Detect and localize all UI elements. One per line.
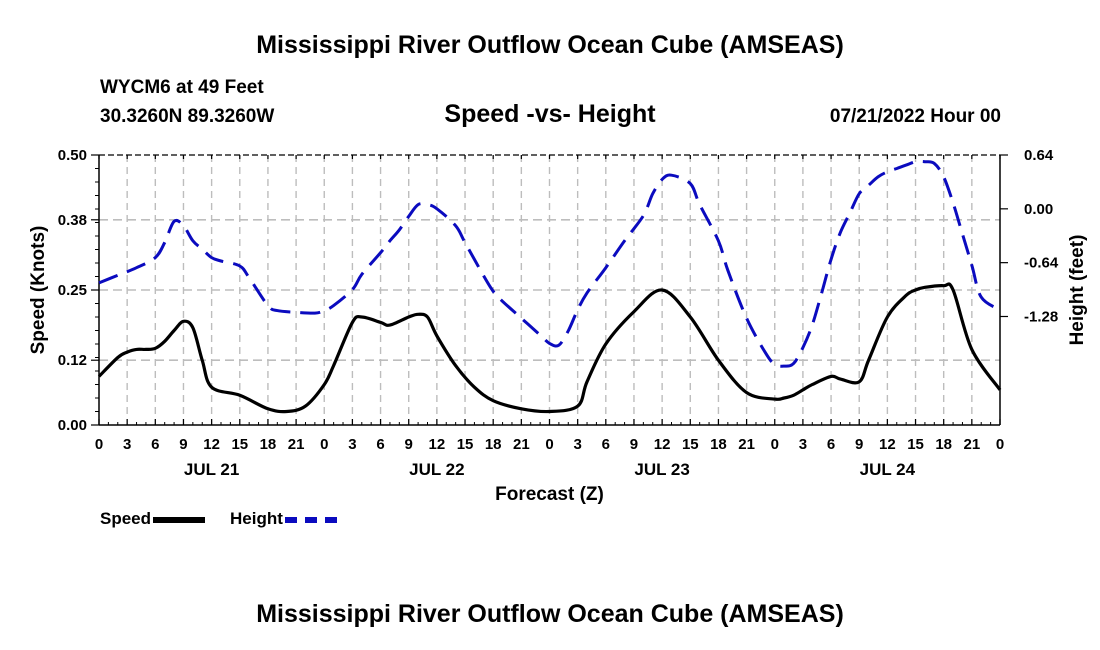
x-tick-label: 18 [485,436,502,453]
x-tick-label: 0 [771,436,779,453]
footer-title: Mississippi River Outflow Ocean Cube (AM… [256,600,844,628]
x-tick-label: 9 [179,436,187,453]
x-tick-label: 15 [231,436,248,453]
x-tick-label: 0 [545,436,553,453]
speed-series-line [97,282,1002,414]
legend-height: Height [230,509,337,529]
y-right-tick-label: -1.28 [1024,308,1058,325]
x-tick-label: 6 [827,436,835,453]
y-left-tick-label: 0.12 [58,352,87,369]
y-axis-title-right: Height (feet) [1067,235,1088,346]
x-tick-label: 3 [123,436,131,453]
height-series-line [98,159,1001,368]
forecast-datetime: 07/21/2022 Hour 00 [829,106,1001,127]
legend-speed: Speed [100,509,206,529]
x-tick-label: 18 [260,436,277,453]
y-left-tick-label: 0.38 [58,212,87,229]
chart-subtitle: Speed -vs- Height [444,100,656,128]
legend-height-swatch [284,516,337,523]
y-right-tick-label: -0.64 [1024,255,1059,272]
x-tick-label: 6 [376,436,384,453]
x-tick-label: 0 [320,436,328,453]
legend-height-label: Height [230,509,283,528]
coordinates-label: 30.3260N 89.3260W [100,106,275,127]
y-right-tick-label: 0.64 [1024,147,1054,164]
x-tick-label: 6 [602,436,610,453]
x-tick-label: 12 [203,436,220,453]
station-label: WYCM6 at 49 Feet [100,77,264,98]
day-label: JUL 24 [860,460,916,479]
x-tick-label: 3 [799,436,807,453]
x-tick-label: 6 [151,436,159,453]
x-tick-label: 9 [405,436,413,453]
x-tick-label: 15 [907,436,924,453]
y-right-tick-label: 0.00 [1024,201,1053,218]
x-axis-title: Forecast (Z) [495,484,604,505]
x-tick-label: 9 [630,436,638,453]
x-tick-label: 0 [996,436,1004,453]
day-label: JUL 22 [409,460,464,479]
legend-speed-label: Speed [100,509,152,528]
x-tick-label: 12 [654,436,671,453]
x-tick-label: 12 [429,436,446,453]
day-label: JUL 21 [184,460,239,479]
x-tick-label: 21 [288,436,305,453]
x-tick-label: 9 [855,436,863,453]
y-left-tick-label: 0.50 [58,147,87,164]
x-tick-label: 21 [964,436,981,453]
x-tick-label: 15 [457,436,474,453]
day-label: JUL 23 [634,460,689,479]
x-tick-label: 18 [710,436,727,453]
legend-speed-swatch [153,516,206,523]
x-tick-label: 3 [348,436,356,453]
y-axis-title-left: Speed (Knots) [28,226,49,355]
x-tick-label: 0 [95,436,103,453]
chart-title: Mississippi River Outflow Ocean Cube (AM… [256,31,844,59]
x-tick-label: 18 [935,436,952,453]
x-tick-label: 3 [573,436,581,453]
x-tick-label: 15 [682,436,699,453]
x-tick-label: 21 [513,436,530,453]
y-left-tick-label: 0.25 [58,282,87,299]
x-tick-label: 21 [738,436,755,453]
x-tick-label: 12 [879,436,896,453]
y-left-tick-label: 0.00 [58,417,87,434]
